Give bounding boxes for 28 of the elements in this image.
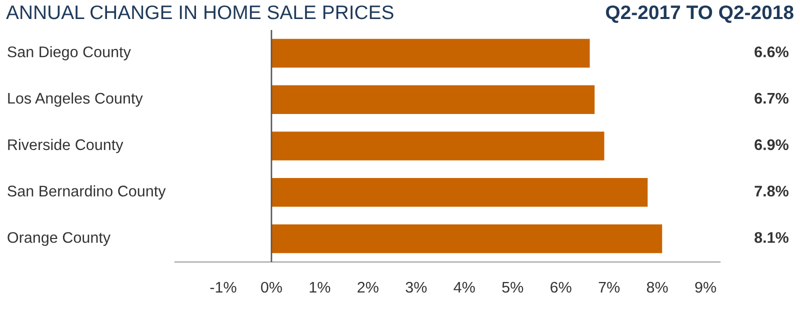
x-tick-label: 6% xyxy=(550,282,572,293)
y-tick-label: Los Angeles County xyxy=(8,92,143,107)
x-tick-label: 8% xyxy=(646,282,668,293)
data-label: 6.9% xyxy=(754,139,788,150)
x-tick-label: 2% xyxy=(358,282,378,293)
bar xyxy=(271,224,662,254)
data-label: 7.8% xyxy=(754,186,788,196)
x-tick-label: 5% xyxy=(502,282,524,293)
data-label: 8.1% xyxy=(754,232,788,243)
data-label: 6.6% xyxy=(754,46,788,58)
x-tick-label: -1% xyxy=(210,282,236,293)
x-tick-label: 3% xyxy=(406,282,427,293)
y-tick-label: San Bernardino County xyxy=(8,185,166,200)
bar xyxy=(271,132,604,160)
bar xyxy=(271,38,590,68)
data-label: 6.7% xyxy=(754,92,788,104)
bar xyxy=(271,178,648,207)
x-tick-label: 0% xyxy=(261,282,282,293)
y-tick-label: San Diego County xyxy=(8,46,131,60)
x-tick-label: 7% xyxy=(598,282,620,293)
bar xyxy=(271,85,595,114)
x-tick-label: 9% xyxy=(695,282,716,293)
x-tick-label: 4% xyxy=(454,282,475,293)
chart-subtitle: Q2-2017 TO Q2-2018 xyxy=(606,5,794,23)
y-tick-label: Riverside County xyxy=(8,138,124,154)
chart-title: ANNUAL CHANGE IN HOME SALE PRICES xyxy=(6,5,394,20)
x-tick-label: 1% xyxy=(310,282,330,293)
y-tick-label: Orange County xyxy=(8,232,111,246)
